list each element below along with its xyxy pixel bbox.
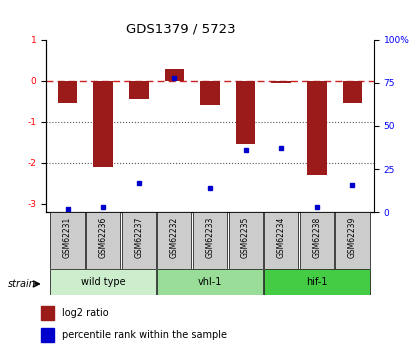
Text: wild type: wild type <box>81 277 126 287</box>
Text: log2 ratio: log2 ratio <box>62 308 109 318</box>
FancyBboxPatch shape <box>300 212 334 269</box>
FancyBboxPatch shape <box>158 212 192 269</box>
FancyBboxPatch shape <box>264 212 298 269</box>
FancyBboxPatch shape <box>86 212 120 269</box>
FancyBboxPatch shape <box>122 212 156 269</box>
Text: GSM62239: GSM62239 <box>348 217 357 258</box>
Text: strain: strain <box>8 279 35 288</box>
Text: GSM62235: GSM62235 <box>241 217 250 258</box>
Bar <box>58 81 77 104</box>
Text: GSM62236: GSM62236 <box>99 217 108 258</box>
FancyBboxPatch shape <box>335 212 370 269</box>
FancyBboxPatch shape <box>50 269 156 295</box>
Text: vhl-1: vhl-1 <box>198 277 222 287</box>
Bar <box>236 81 255 145</box>
Bar <box>41 328 55 342</box>
Bar <box>41 306 55 320</box>
Text: GSM62232: GSM62232 <box>170 217 179 258</box>
FancyBboxPatch shape <box>264 269 370 295</box>
Text: GSM62233: GSM62233 <box>205 217 215 258</box>
Text: GSM62231: GSM62231 <box>63 217 72 258</box>
Text: hif-1: hif-1 <box>306 277 328 287</box>
Text: GSM62234: GSM62234 <box>277 217 286 258</box>
Bar <box>343 81 362 104</box>
FancyBboxPatch shape <box>158 269 262 295</box>
FancyBboxPatch shape <box>228 212 262 269</box>
Bar <box>271 81 291 83</box>
Text: GSM62238: GSM62238 <box>312 217 321 258</box>
Bar <box>200 81 220 105</box>
FancyBboxPatch shape <box>50 212 85 269</box>
Text: GSM62237: GSM62237 <box>134 217 143 258</box>
Bar <box>93 81 113 167</box>
FancyBboxPatch shape <box>193 212 227 269</box>
Bar <box>165 69 184 81</box>
Text: percentile rank within the sample: percentile rank within the sample <box>62 330 227 339</box>
Bar <box>307 81 327 175</box>
Bar <box>129 81 149 99</box>
Text: GDS1379 / 5723: GDS1379 / 5723 <box>126 22 236 36</box>
